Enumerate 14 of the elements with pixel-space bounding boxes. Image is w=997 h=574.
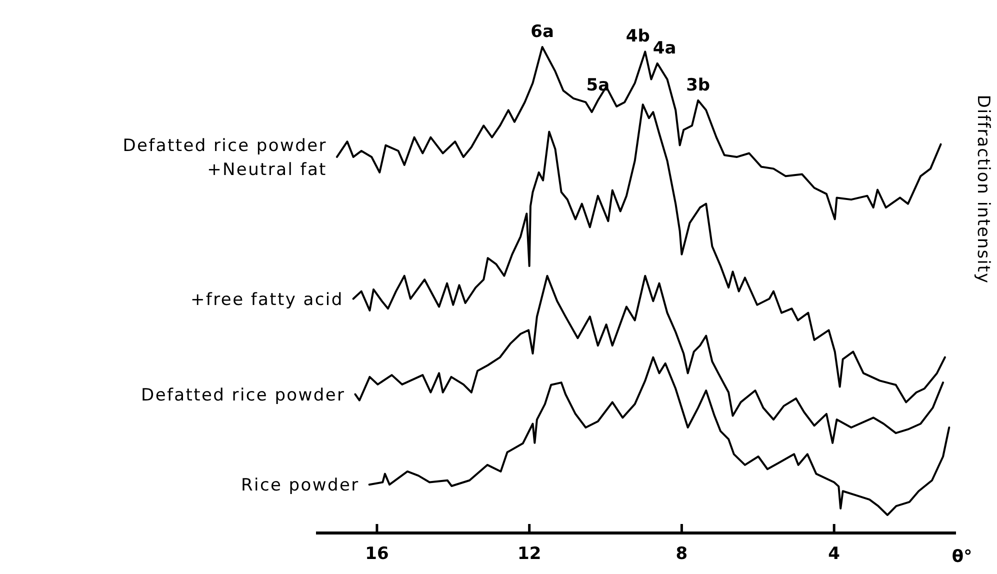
annotation: 6a: [530, 22, 554, 42]
annotation: 4a: [652, 38, 676, 58]
series-label: +free fatty acid: [190, 290, 344, 310]
series-label: Rice powder: [241, 476, 360, 496]
annotation: 3b: [686, 75, 710, 96]
x-tick-label: 4: [828, 544, 840, 564]
x-tick-label: 12: [517, 544, 542, 564]
series-label: Defatted rice powder: [141, 385, 346, 406]
annotation: 4b: [626, 26, 650, 47]
x-axis-title: θ°: [952, 547, 972, 567]
x-tick-label: 8: [676, 544, 688, 564]
series-label: Defatted rice powder +Neutral fat: [122, 136, 327, 180]
y-axis-title: Diffraction intensity: [973, 94, 993, 284]
x-tick-label: 16: [365, 544, 389, 564]
